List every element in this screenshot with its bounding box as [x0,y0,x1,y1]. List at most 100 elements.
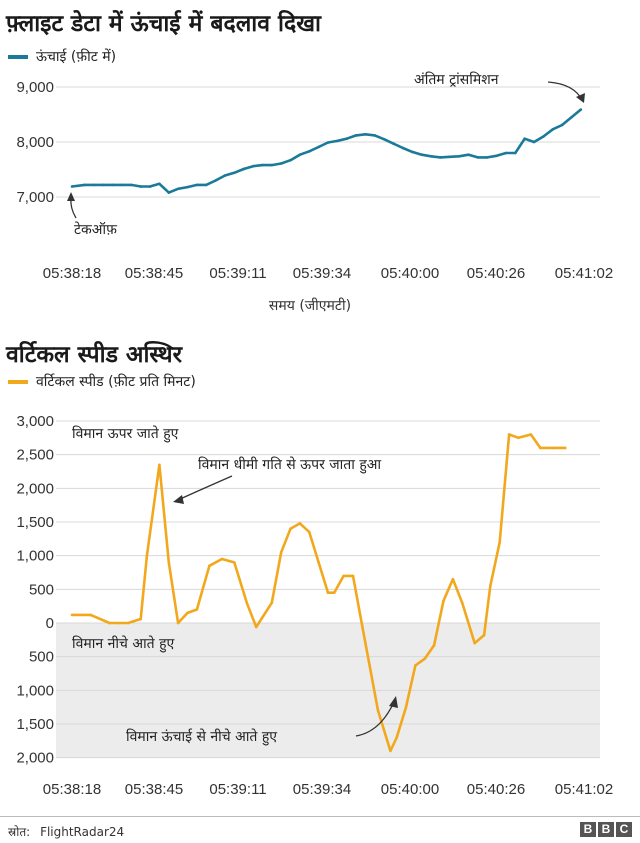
bbc-logo-letter: B [580,822,596,837]
data-point [504,151,508,155]
data-point [332,591,336,595]
altitude-chart-title: फ़्लाइट डेटा में ऊंचाई में बदलाव दिखा [6,11,321,37]
data-point [514,151,517,155]
data-point [254,625,258,629]
data-point [342,574,345,578]
data-point [551,128,555,131]
data-point [351,574,355,578]
altitude-legend: ऊंचाई (फ़ीट में) [8,47,116,66]
data-point [126,621,130,625]
data-point [364,133,367,136]
vertical-speed-legend-swatch [8,379,28,384]
data-point [289,527,292,531]
x-tick-label: 05:39:11 [209,781,266,798]
x-axis-title: समय (जीएमटी) [269,297,351,314]
data-point [382,137,386,141]
y-tick-label: 500 [29,581,54,598]
data-point [111,183,114,187]
bbc-logo-letter: C [616,822,632,837]
data-point [326,591,330,595]
x-tick-label: 05:38:45 [125,781,183,798]
data-point [298,153,302,156]
y-tick-label: 2,000 [16,480,54,497]
y-tick-label: 1,500 [16,716,54,733]
data-point [176,621,180,625]
data-point [139,185,142,188]
data-point [120,183,124,187]
annotation-descending: विमान नीचे आते हुए [72,635,175,653]
data-line [72,433,566,753]
data-point [467,153,470,156]
data-point [361,625,364,628]
data-point [317,561,320,564]
altitude-chart: 7,000 8,000 9,000 05:38:18 05:38:45 05:39:11 0… [16,71,613,314]
data-point [432,643,436,647]
x-tick-label: 05:41:02 [555,265,613,282]
y-tick-label: 2,000 [16,750,54,767]
data-point [404,705,408,709]
data-point [326,141,330,144]
vertical-speed-legend: वर्टिकल स्पीड (फ़ीट प्रति मिनट) [8,372,196,391]
data-point [460,601,464,605]
annotation-takeoff: टेकऑफ़ [74,221,117,238]
data-point [517,436,520,440]
footer: स्रोत: FlightRadar24 B B C [0,816,640,843]
x-tick-label: 05:40:26 [467,265,525,282]
annotation-descent: विमान ऊंचाई से नीचे आते हुए [126,728,277,746]
data-point [414,664,417,667]
data-point [538,446,542,450]
data-point [223,174,227,177]
data-point [392,142,395,145]
x-tick-label: 05:38:45 [125,265,183,282]
data-point [354,134,358,137]
data-point [70,613,74,617]
data-point [279,162,283,165]
annotation-arrowhead [67,192,75,201]
data-point [451,577,455,581]
data-point [401,146,405,150]
source-name: FlightRadar24 [40,825,125,839]
data-point [89,613,93,617]
annotation-climbing: विमान ऊपर जाते हुए [72,425,179,443]
data-point [251,164,255,168]
data-point [410,150,414,154]
x-tick-label: 05:40:00 [381,781,439,798]
data-point [376,709,380,712]
data-point [439,156,442,159]
data-point [336,139,339,143]
data-point [570,115,573,119]
x-tick-label: 05:39:34 [293,781,351,798]
altitude-legend-label: ऊंचाई (फ़ीट में) [36,49,117,65]
data-point [482,633,486,637]
data-point [186,611,189,615]
data-point [117,621,121,625]
data-point [233,561,236,564]
data-point [242,167,246,171]
vertical-speed-chart-title: वर्टिकल स्पीड अस्थिर [6,342,183,368]
data-point [345,137,349,140]
data-point [101,183,105,187]
data-point [158,463,161,467]
data-point [270,163,274,167]
data-point [195,608,199,611]
y-tick-label: 8,000 [16,134,54,151]
data-point [373,134,377,137]
data-point [495,154,498,158]
x-tick-label: 05:41:02 [555,781,613,798]
bbc-logo: B B C [580,822,632,837]
data-point [298,522,302,525]
bbc-logo-letter: B [598,822,614,837]
data-point [208,564,211,568]
data-point [551,446,555,450]
vertical-speed-legend-label: वर्टिकल स्पीड (फ़ीट प्रति मिनट) [36,374,196,390]
data-point [108,621,111,625]
y-tick-label: 1,000 [16,548,54,565]
data-point [442,599,445,603]
y-tick-label: 1,000 [16,682,54,699]
x-tick-label: 05:38:18 [43,265,101,282]
data-point [429,155,433,158]
data-point [176,187,180,191]
data-point [70,185,74,188]
data-point [270,601,274,605]
annotation-arrowhead [576,93,585,103]
